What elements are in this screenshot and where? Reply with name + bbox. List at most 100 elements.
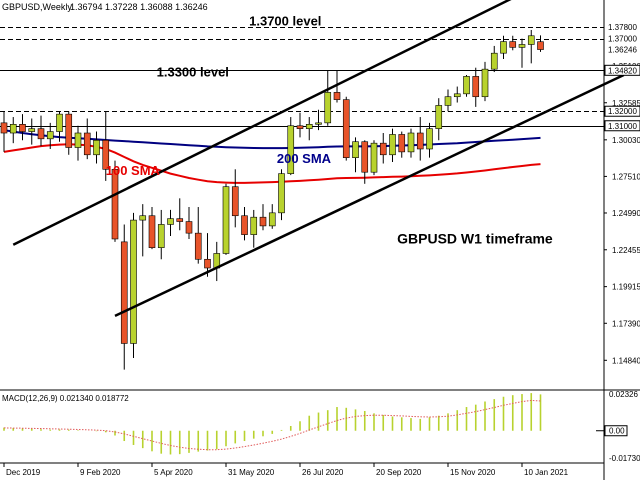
ohlc-label: 1.36794 1.37228 1.36088 1.36246 xyxy=(70,2,208,12)
channel-line xyxy=(12,0,512,246)
candle xyxy=(157,209,165,260)
candle-body xyxy=(379,142,387,156)
candle xyxy=(65,111,73,155)
candle-body xyxy=(361,141,369,173)
time-axis: Dec 2019 9 Feb 2020 5 Apr 2020 31 May 2020 2… xyxy=(3,463,569,477)
candle-body xyxy=(305,124,313,129)
candle xyxy=(333,70,341,103)
price-label: 1.36246 xyxy=(608,46,637,55)
candle xyxy=(130,212,137,358)
candle xyxy=(379,133,387,164)
candle-body xyxy=(139,215,147,221)
candle-body xyxy=(204,258,211,269)
annotation-text: 100 SMA xyxy=(106,163,161,178)
symbol-label: GBPUSD,Weekly xyxy=(2,2,72,12)
candle xyxy=(19,114,26,141)
time-tick-label: 10 Jan 2021 xyxy=(524,468,569,477)
candle-body xyxy=(176,218,184,222)
candle-body xyxy=(472,76,480,98)
candle xyxy=(259,204,267,231)
candle-body xyxy=(102,139,110,170)
candle-body xyxy=(111,168,119,240)
candle-body xyxy=(324,92,332,124)
time-tick-label: 26 Jul 2020 xyxy=(302,468,344,477)
candle-body xyxy=(74,132,82,148)
price-label: 1.37000 xyxy=(608,35,637,44)
price-label-box xyxy=(604,64,640,76)
candle xyxy=(287,117,295,176)
candle-body xyxy=(0,122,8,134)
candle xyxy=(509,35,517,51)
macd-zero-box xyxy=(604,425,628,437)
candle xyxy=(352,137,359,173)
macd-tick-label: 0.00 xyxy=(609,427,625,436)
candle-body xyxy=(222,186,230,254)
price-tick-label: 1.32585 xyxy=(612,99,640,108)
candle xyxy=(9,117,17,144)
price-label-bg xyxy=(605,44,640,55)
price-tick-label: 1.27510 xyxy=(612,172,640,181)
candle-body xyxy=(500,41,507,54)
price-label-box xyxy=(604,105,640,117)
candle xyxy=(389,128,396,163)
candle-body xyxy=(259,216,267,227)
candle-body xyxy=(444,96,452,106)
candle xyxy=(490,45,498,73)
candle-body xyxy=(268,212,276,227)
price-tick-label: 1.24990 xyxy=(612,209,640,218)
macd-tick-label: -0.01730 xyxy=(609,454,640,463)
candle-body xyxy=(19,124,26,132)
price-label: 1.34820 xyxy=(608,66,637,75)
candle-body xyxy=(527,35,535,45)
candle xyxy=(93,131,100,164)
price-label: 1.31000 xyxy=(608,122,637,131)
candle xyxy=(148,207,156,250)
price-label: 1.37800 xyxy=(608,23,637,32)
price-label-box xyxy=(604,120,640,132)
candle-body xyxy=(250,216,258,235)
candle-body xyxy=(148,215,156,248)
candle-body xyxy=(416,132,424,150)
candle-body xyxy=(9,124,17,134)
annotation-text: 1.3300 level xyxy=(157,64,229,79)
candle xyxy=(176,198,184,231)
candle xyxy=(435,98,443,141)
candle xyxy=(444,89,452,112)
candle xyxy=(46,122,54,149)
candle xyxy=(204,233,211,277)
candle-body xyxy=(120,241,128,344)
candle-body xyxy=(28,128,36,132)
candle xyxy=(537,35,544,52)
candle xyxy=(83,118,91,160)
annotation-text: 200 SMA xyxy=(277,151,332,166)
time-tick-label: 20 Sep 2020 xyxy=(376,468,422,477)
candle-body xyxy=(65,113,73,148)
candle xyxy=(37,115,45,147)
time-tick-label: 9 Feb 2020 xyxy=(80,468,121,477)
time-tick-label: 5 Apr 2020 xyxy=(154,468,193,477)
price-tick-label: 1.19915 xyxy=(612,283,640,292)
candle xyxy=(370,140,378,176)
candle xyxy=(120,224,128,370)
price-tick-label: 1.17390 xyxy=(612,319,640,328)
candle xyxy=(278,169,285,221)
macd-tick-label: 0.02326 xyxy=(609,390,638,399)
candle xyxy=(0,111,8,152)
candle xyxy=(426,122,433,158)
price-tick-label: 1.14840 xyxy=(612,356,640,365)
candle-body xyxy=(315,122,322,125)
macd-label: MACD(12,26,9) 0.021340 0.018772 xyxy=(2,394,129,403)
candle-body xyxy=(93,139,100,156)
candle xyxy=(74,125,82,161)
candle-body xyxy=(389,134,396,156)
candle-body xyxy=(167,218,174,225)
candle-body xyxy=(407,132,415,153)
candle-body xyxy=(518,44,526,48)
price-label-bg xyxy=(605,22,640,33)
candle-body xyxy=(278,173,285,214)
candle-body xyxy=(241,215,248,235)
candle xyxy=(305,117,313,141)
